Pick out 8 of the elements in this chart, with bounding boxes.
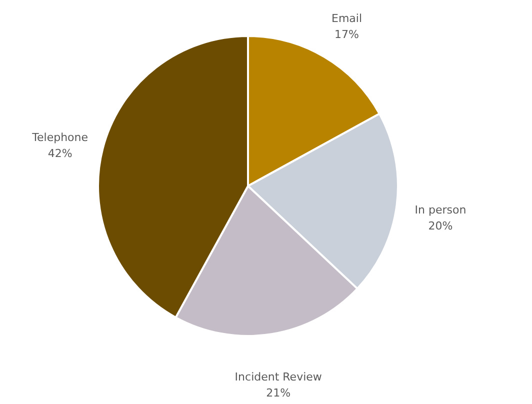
- data-label: 42%: [48, 146, 72, 160]
- slice-label: In person: [414, 203, 466, 216]
- slice-label: Telephone: [31, 130, 88, 144]
- data-label: 21%: [266, 386, 291, 400]
- data-label: 20%: [428, 219, 453, 232]
- slice-label: Incident Review: [234, 370, 322, 384]
- slice-label: Email: [331, 12, 362, 26]
- data-label: 17%: [334, 28, 359, 42]
